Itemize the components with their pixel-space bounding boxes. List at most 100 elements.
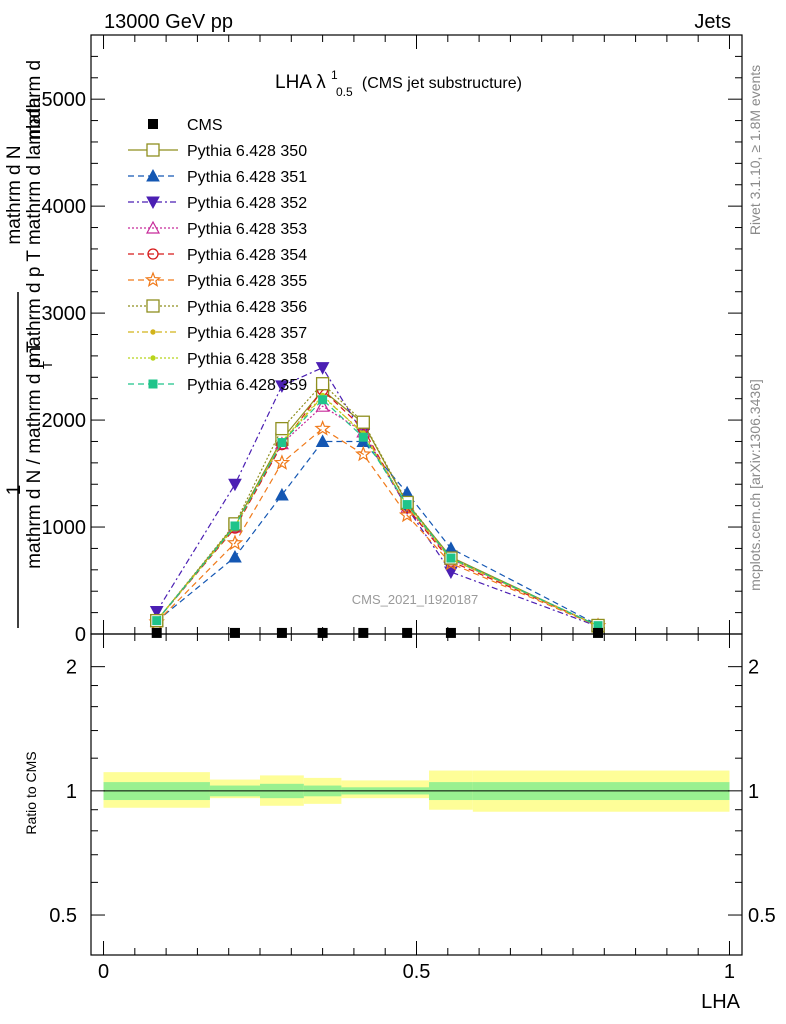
series-line xyxy=(156,394,599,627)
series-marker xyxy=(398,506,416,523)
legend-marker xyxy=(146,143,160,157)
ratio-y-axis: 0.5 0.5 1 1 2 2 xyxy=(49,657,776,927)
legend-item: Pythia 6.428 353 xyxy=(128,220,307,238)
cms-data-point xyxy=(593,627,604,638)
series-marker xyxy=(226,534,244,551)
series-marker xyxy=(315,434,330,447)
legend-label: Pythia 6.428 353 xyxy=(187,221,307,238)
legend-label: Pythia 6.428 354 xyxy=(187,247,307,264)
main-y-tick-label: 0 xyxy=(75,624,86,646)
y-label-one: 1 xyxy=(4,485,25,496)
cms-data-point xyxy=(317,627,328,638)
series-marker xyxy=(355,445,372,462)
ratio-y-tick-label: 2 xyxy=(66,657,77,679)
series-marker xyxy=(228,478,242,492)
plot-title-sup: 1 xyxy=(331,68,338,82)
cms-data-point xyxy=(402,627,413,638)
series-marker xyxy=(228,549,242,563)
legend-label: Pythia 6.428 357 xyxy=(187,325,307,342)
main-y-tick-label: 3000 xyxy=(42,303,87,325)
series-marker xyxy=(314,419,331,436)
series-marker xyxy=(315,362,330,375)
series-marker xyxy=(315,377,330,391)
ratio-x-tick-label: 0.5 xyxy=(403,961,431,983)
cms-data-point xyxy=(276,627,287,638)
plot-title-sub: 0.5 xyxy=(336,85,353,99)
series-marker xyxy=(358,432,368,442)
legend-cms-marker xyxy=(148,119,158,129)
legend: CMS Pythia 6.428 350 Pythia 6.428 351 Pythi… xyxy=(128,117,307,394)
legend-marker xyxy=(145,220,161,234)
main-panel: 0 1000 2000 3000 4000 5000 LHA λ 1 0.5 (CMS j… xyxy=(4,34,743,646)
series-marker xyxy=(149,606,164,619)
cms-data-point xyxy=(445,627,456,638)
series-marker xyxy=(230,521,240,531)
series-marker xyxy=(273,454,291,470)
ratio-x-tick-label: 0 xyxy=(98,961,109,983)
series-line xyxy=(156,389,599,626)
legend-label: Pythia 6.428 358 xyxy=(187,351,307,368)
series-line xyxy=(156,398,599,627)
legend-item-cms: CMS xyxy=(148,117,223,134)
series-marker xyxy=(446,553,456,563)
series-line xyxy=(156,366,599,628)
main-y-tick-label: 2000 xyxy=(42,410,87,432)
legend-cms-label: CMS xyxy=(187,117,223,134)
legend-item: Pythia 6.428 351 xyxy=(128,168,307,186)
series-marker xyxy=(275,487,289,501)
legend-item: Pythia 6.428 357 xyxy=(128,325,307,342)
ratio-y-axis-label: Ratio to CMS xyxy=(23,751,39,834)
ratio-y-tick-label-right: 2 xyxy=(748,657,759,679)
header-jets-label: Jets xyxy=(694,11,731,33)
y-label-overlay-top: mathrm d xyxy=(24,60,45,140)
series-marker xyxy=(356,415,370,429)
legend-item: Pythia 6.428 358 xyxy=(128,351,307,368)
y-label-subscript: T xyxy=(40,361,55,369)
legend-item: Pythia 6.428 354 xyxy=(128,247,307,264)
cms-data-point xyxy=(229,627,240,638)
plot-title-suffix: (CMS jet substructure) xyxy=(362,75,522,92)
mcplots-side-label: mcplots.cern.ch [arXiv:1306.3436] xyxy=(747,379,763,591)
main-y-tick-label: 1000 xyxy=(42,517,87,539)
ratio-y-tick-label: 1 xyxy=(66,781,77,803)
series-line xyxy=(156,440,599,626)
series-line xyxy=(156,389,599,627)
cms-data-point xyxy=(358,627,369,638)
legend-marker xyxy=(147,248,159,260)
ratio-x-tick-label: 1 xyxy=(724,961,735,983)
series-lines xyxy=(148,362,607,634)
legend-item: Pythia 6.428 356 xyxy=(128,299,307,316)
ratio-y-tick-label-right: 1 xyxy=(748,781,759,803)
ratio-x-axis: 0 0.5 1 xyxy=(98,634,735,983)
legend-marker xyxy=(146,299,160,313)
series-marker xyxy=(402,500,412,510)
series-marker xyxy=(152,616,162,626)
series-line xyxy=(156,382,599,626)
legend-label: Pythia 6.428 350 xyxy=(187,143,307,160)
series-marker xyxy=(277,438,287,448)
header-energy-label: 13000 GeV pp xyxy=(104,11,233,33)
legend-marker xyxy=(144,271,162,288)
analysis-watermark: CMS_2021_I1920187 xyxy=(352,592,479,607)
series-359 xyxy=(152,395,603,631)
legend-label: Pythia 6.428 351 xyxy=(187,169,307,186)
main-y-axis: 0 1000 2000 3000 4000 5000 xyxy=(42,34,742,646)
plot-title-main: LHA λ xyxy=(275,72,326,93)
cms-data-points xyxy=(151,627,604,638)
ratio-panel: 0.5 0.51 12 2 0 0.5 1 Ratio to CMS LHA xyxy=(23,633,776,1013)
legend-marker xyxy=(150,329,156,335)
y-label-numerator: mathrm d N xyxy=(4,145,25,244)
ratio-y-tick-label-right: 0.5 xyxy=(748,905,776,927)
y-label-overlay-bottom: mathrm d p T mathrm d lambda xyxy=(24,97,45,363)
legend-marker xyxy=(146,168,160,182)
main-y-tick-label: 4000 xyxy=(42,196,87,218)
legend-item: Pythia 6.428 350 xyxy=(128,143,307,160)
series-marker xyxy=(318,395,328,405)
ratio-y-tick-label: 0.5 xyxy=(49,905,77,927)
x-axis-label: LHA xyxy=(701,991,741,1013)
legend-label: Pythia 6.428 359 xyxy=(187,377,307,394)
legend-item: Pythia 6.428 352 xyxy=(128,195,307,212)
series-line xyxy=(156,427,599,627)
series-marker xyxy=(275,380,289,393)
